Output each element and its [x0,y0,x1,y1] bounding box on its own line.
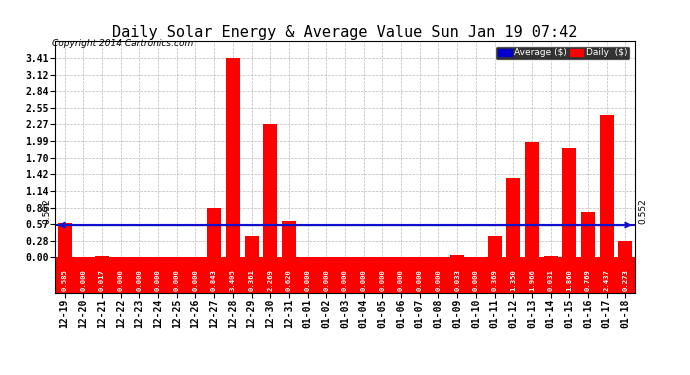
Bar [95,256,109,257]
Text: Copyright 2014 Cartronics.com: Copyright 2014 Cartronics.com [52,39,193,48]
Bar [600,115,614,257]
Text: 0.000: 0.000 [380,270,386,291]
Text: 0.000: 0.000 [435,270,442,291]
Bar [506,178,520,257]
Bar [450,255,464,257]
Text: 0.361: 0.361 [248,270,255,291]
Text: 0.031: 0.031 [548,270,553,291]
Text: 0.000: 0.000 [473,270,479,291]
Bar [244,236,259,257]
Text: 0.843: 0.843 [211,270,217,291]
Text: 2.437: 2.437 [604,270,610,291]
Bar [57,223,72,257]
Bar [282,221,296,257]
Bar [525,142,539,257]
Text: 0.000: 0.000 [193,270,199,291]
Bar [207,208,221,257]
Text: 1.966: 1.966 [529,270,535,291]
Text: 1.350: 1.350 [511,270,516,291]
Text: 1.860: 1.860 [566,270,573,291]
Text: 0.000: 0.000 [324,270,329,291]
Text: 0.033: 0.033 [454,270,460,291]
Text: 0.369: 0.369 [491,270,497,291]
Text: 0.000: 0.000 [137,270,142,291]
Text: 0.000: 0.000 [174,270,179,291]
Bar [55,257,635,292]
Text: 0.000: 0.000 [417,270,423,291]
Text: 2.269: 2.269 [267,270,273,291]
Bar [226,58,240,257]
Bar [581,212,595,257]
Text: 0.000: 0.000 [155,270,161,291]
Text: 0.000: 0.000 [361,270,366,291]
Text: 0.620: 0.620 [286,270,292,291]
Text: 0.017: 0.017 [99,270,105,291]
Title: Daily Solar Energy & Average Value Sun Jan 19 07:42: Daily Solar Energy & Average Value Sun J… [112,25,578,40]
Bar [544,255,558,257]
Text: 0.000: 0.000 [117,270,124,291]
Text: 0.552: 0.552 [638,198,647,224]
Bar [263,124,277,257]
Bar [488,236,502,257]
Text: 0.000: 0.000 [398,270,404,291]
Text: 0.273: 0.273 [622,270,629,291]
Text: 0.000: 0.000 [304,270,310,291]
Bar [618,242,633,257]
Text: 0.769: 0.769 [585,270,591,291]
Legend: Average ($), Daily  ($): Average ($), Daily ($) [495,46,630,60]
Text: 3.405: 3.405 [230,270,236,291]
Text: 0.552: 0.552 [43,198,52,224]
Text: 0.000: 0.000 [342,270,348,291]
Bar [562,148,576,257]
Text: 0.000: 0.000 [80,270,86,291]
Text: 0.585: 0.585 [61,270,68,291]
